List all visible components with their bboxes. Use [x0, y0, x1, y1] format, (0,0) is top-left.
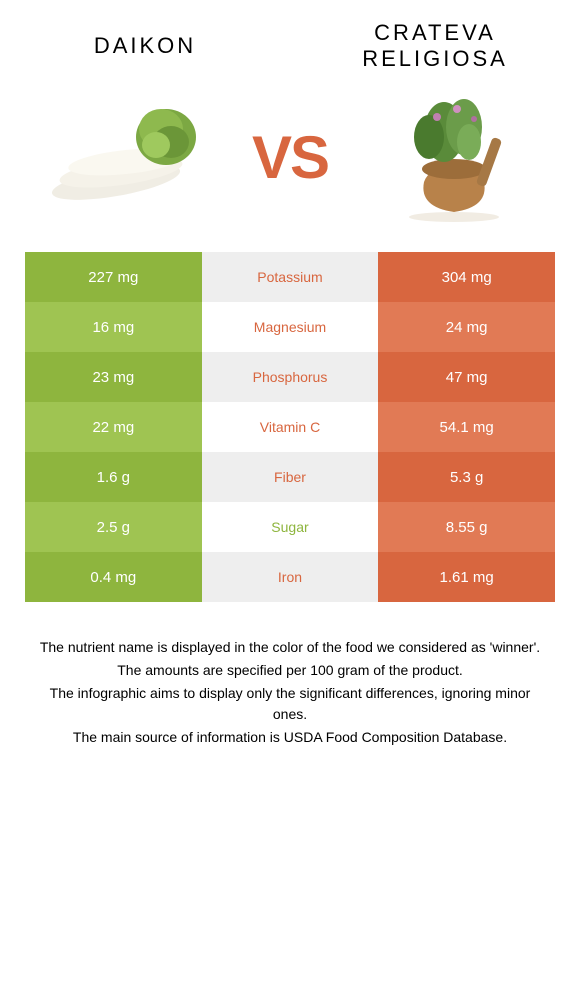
crateva-image [369, 87, 539, 227]
left-value: 22 mg [25, 402, 202, 452]
nutrient-label: Iron [202, 552, 379, 602]
table-row: 23 mgPhosphorus47 mg [25, 352, 555, 402]
table-row: 22 mgVitamin C54.1 mg [25, 402, 555, 452]
nutrient-label: Magnesium [202, 302, 379, 352]
table-row: 16 mgMagnesium24 mg [25, 302, 555, 352]
nutrient-label: Vitamin C [202, 402, 379, 452]
left-food-title: DAIKON [15, 33, 276, 59]
nutrient-label: Fiber [202, 452, 379, 502]
vs-label: VS [252, 123, 328, 192]
nutrient-label: Phosphorus [202, 352, 379, 402]
left-value: 23 mg [25, 352, 202, 402]
nutrient-label: Sugar [202, 502, 379, 552]
right-value: 54.1 mg [378, 402, 555, 452]
right-value: 304 mg [378, 252, 555, 302]
left-value: 0.4 mg [25, 552, 202, 602]
left-value: 16 mg [25, 302, 202, 352]
left-value: 227 mg [25, 252, 202, 302]
titles-header: DAIKON CRATEVA RELIGIOSA [0, 20, 580, 72]
right-value: 5.3 g [378, 452, 555, 502]
footer-line: The nutrient name is displayed in the co… [35, 637, 545, 658]
left-value: 2.5 g [25, 502, 202, 552]
right-value: 8.55 g [378, 502, 555, 552]
right-value: 1.61 mg [378, 552, 555, 602]
table-row: 0.4 mgIron1.61 mg [25, 552, 555, 602]
footer-line: The infographic aims to display only the… [35, 683, 545, 725]
right-value: 47 mg [378, 352, 555, 402]
table-row: 227 mgPotassium304 mg [25, 252, 555, 302]
images-row: VS [0, 87, 580, 227]
daikon-image [41, 87, 211, 227]
right-food-title: CRATEVA RELIGIOSA [305, 20, 566, 72]
nutrition-table: 227 mgPotassium304 mg16 mgMagnesium24 mg… [25, 252, 555, 602]
nutrient-label: Potassium [202, 252, 379, 302]
footer-notes: The nutrient name is displayed in the co… [0, 637, 580, 748]
right-value: 24 mg [378, 302, 555, 352]
footer-line: The main source of information is USDA F… [35, 727, 545, 748]
table-row: 2.5 gSugar8.55 g [25, 502, 555, 552]
footer-line: The amounts are specified per 100 gram o… [35, 660, 545, 681]
left-value: 1.6 g [25, 452, 202, 502]
table-row: 1.6 gFiber5.3 g [25, 452, 555, 502]
